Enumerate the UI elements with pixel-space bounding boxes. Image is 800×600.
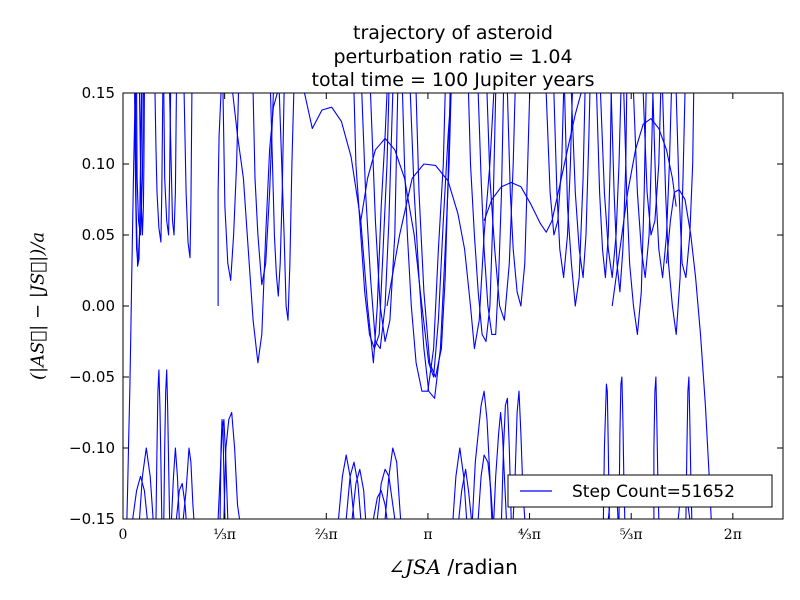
- trajectory-segment-9: [217, 93, 222, 306]
- trajectory-segment-62: [223, 411, 241, 519]
- x-axis-label-symbol: ∠JSA: [388, 555, 442, 579]
- y-tick-label-3: 0.00: [82, 297, 115, 315]
- x-tick-label-6: 2π: [724, 527, 742, 543]
- trajectory-segment-18: [369, 93, 399, 343]
- trajectory-segment-36: [623, 93, 647, 335]
- trajectory-segment-59: [384, 447, 402, 519]
- x-tick-label-1: ⅓π: [213, 527, 236, 543]
- trajectory-segment-17: [361, 93, 394, 350]
- trajectory-segment-10: [222, 93, 240, 281]
- chart-title-line-3: total time = 100 Jupiter years: [311, 69, 595, 91]
- trajectory-segment-54: [458, 468, 472, 519]
- chart-title-line-1: trajectory of asteroid: [353, 22, 553, 44]
- trajectory-segment-50: [493, 411, 507, 519]
- trajectory-segment-28: [506, 93, 531, 307]
- trajectory-curves: [126, 93, 712, 519]
- trajectory-segment-33: [596, 93, 612, 279]
- y-tick-label-2: 0.05: [82, 226, 115, 244]
- trajectory-segment-32: [570, 93, 591, 279]
- x-tick-label-3: π: [423, 527, 432, 543]
- trajectory-segment-24: [467, 93, 497, 343]
- chart-title-line-2: perturbation ratio = 1.04: [333, 46, 573, 68]
- trajectory-segment-20: [401, 93, 446, 392]
- trajectory-segment-49: [477, 454, 494, 519]
- trajectory-segment-31: [564, 93, 586, 307]
- y-tick-label-5: −0.10: [69, 439, 115, 457]
- legend: Step Count=51652: [507, 474, 773, 508]
- y-tick-label-4: −0.05: [69, 368, 115, 386]
- trajectory-segment-65: [163, 369, 171, 519]
- trajectory-segment-53: [452, 447, 468, 519]
- trajectory-segment-38: [642, 93, 662, 236]
- x-axis-label: ∠JSA /radian: [123, 555, 783, 579]
- trajectory-segment-58: [376, 468, 396, 519]
- trajectory-segment-68: [182, 447, 195, 519]
- x-tick-label-5: ⁵⁄₃π: [620, 527, 643, 543]
- y-axis-label: (|AS⃗| − |JS⃗|)/a: [27, 231, 49, 381]
- plot-frame: [122, 92, 784, 520]
- trajectory-segment-41: [675, 93, 695, 279]
- trajectory-segment-27: [483, 93, 582, 233]
- trajectory-segment-64: [155, 369, 163, 519]
- trajectory-segment-48: [471, 390, 493, 519]
- trajectory-segment-67: [175, 482, 187, 519]
- axis-ticks: 0 ⅓π ⅔π π ⁴⁄₃π ⁵⁄₃π 2π 0.15 0.10 0.05 0.00 −0.05 −0.…: [69, 84, 783, 543]
- trajectory-segment-16: [353, 93, 390, 350]
- x-tick-label-0: 0: [119, 527, 128, 543]
- x-tick-label-4: ⁴⁄₃π: [518, 527, 541, 543]
- trajectory-segment-63: [219, 419, 226, 519]
- trajectory-segment-11: [232, 93, 278, 364]
- trajectory-segment-12: [252, 93, 274, 286]
- y-tick-label-0: 0.15: [82, 84, 115, 102]
- trajectory-segment-69: [138, 447, 154, 519]
- trajectory-segment-14: [278, 93, 295, 321]
- trajectory-segment-22: [415, 93, 451, 378]
- trajectory-segment-8: [183, 93, 193, 259]
- plot-background: [123, 93, 783, 519]
- trajectory-segment-66: [170, 447, 180, 519]
- trajectory-segment-7: [169, 93, 177, 236]
- trajectory-segment-43: [665, 189, 712, 519]
- trajectory-segment-6: [163, 93, 172, 236]
- y-tick-label-1: 0.10: [82, 155, 115, 173]
- x-tick-label-2: ⅔π: [315, 527, 338, 543]
- trajectory-segment-0: [126, 93, 137, 519]
- x-axis-label-unit: /radian: [441, 555, 518, 579]
- trajectory-segment-5: [154, 93, 164, 243]
- trajectory-segment-30: [553, 93, 573, 279]
- trajectory-segment-57: [351, 468, 367, 519]
- trajectory-segment-13: [269, 93, 285, 297]
- trajectory-segment-34: [599, 93, 622, 279]
- trajectory-segment-42: [611, 118, 677, 307]
- trajectory-segment-55: [337, 454, 355, 519]
- trajectory-segment-51: [500, 397, 512, 519]
- trajectory-segment-60: [372, 490, 388, 519]
- trajectory-segment-29: [545, 93, 565, 236]
- trajectory-segment-37: [632, 93, 654, 279]
- trajectory-segment-26: [486, 93, 516, 321]
- trajectory-segment-47: [602, 383, 610, 519]
- trajectory-segment-3: [136, 93, 144, 236]
- trajectory-segment-56: [345, 461, 362, 519]
- trajectory-segment-4: [138, 93, 145, 236]
- trajectory-segment-25: [477, 93, 505, 335]
- trajectory-segment-23: [386, 93, 495, 350]
- trajectory-segment-70: [132, 475, 148, 519]
- y-tick-label-6: −0.15: [69, 510, 115, 528]
- legend-label: Step Count=51652: [572, 482, 735, 502]
